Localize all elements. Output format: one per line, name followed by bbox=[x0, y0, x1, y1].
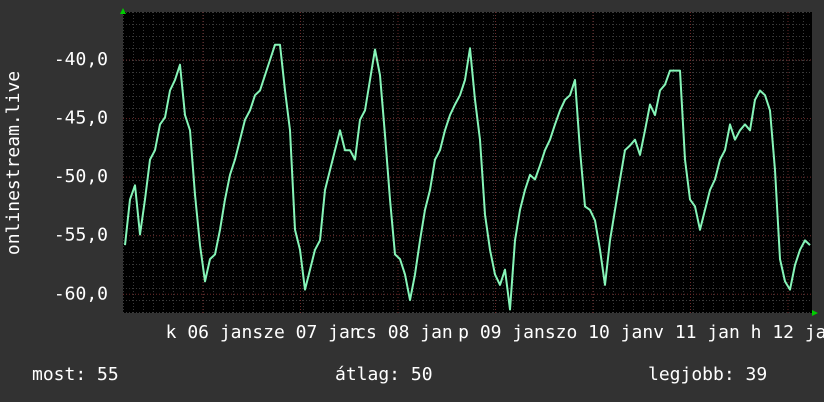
x-tick-label: cs 08 jan bbox=[355, 322, 453, 343]
footer-average: átlag: 50 bbox=[335, 364, 433, 385]
x-tick-label: szo 10 jan bbox=[545, 322, 653, 343]
y-tick-label: -50,0 bbox=[54, 166, 108, 187]
axis-arrow bbox=[120, 8, 126, 14]
y-axis-label: onlinestream.live bbox=[3, 71, 24, 255]
x-tick-label: v 11 jan bbox=[653, 322, 740, 343]
x-tick-label: h 12 jan bbox=[751, 322, 824, 343]
x-tick-label: p 09 jan bbox=[458, 322, 545, 343]
footer-best: legjobb: 39 bbox=[648, 364, 767, 385]
data-line bbox=[124, 43, 811, 311]
x-tick-label: sze 07 jan bbox=[252, 322, 360, 343]
x-tick-label: k 06 jan bbox=[166, 322, 253, 343]
y-tick-label: -45,0 bbox=[54, 108, 108, 129]
footer-current: most: 55 bbox=[32, 364, 119, 385]
minor-grid bbox=[123, 12, 812, 313]
y-tick-label: -40,0 bbox=[54, 49, 108, 70]
y-tick-label: -60,0 bbox=[54, 283, 108, 304]
axis-arrow bbox=[812, 310, 818, 316]
y-tick-label: -55,0 bbox=[54, 225, 108, 246]
